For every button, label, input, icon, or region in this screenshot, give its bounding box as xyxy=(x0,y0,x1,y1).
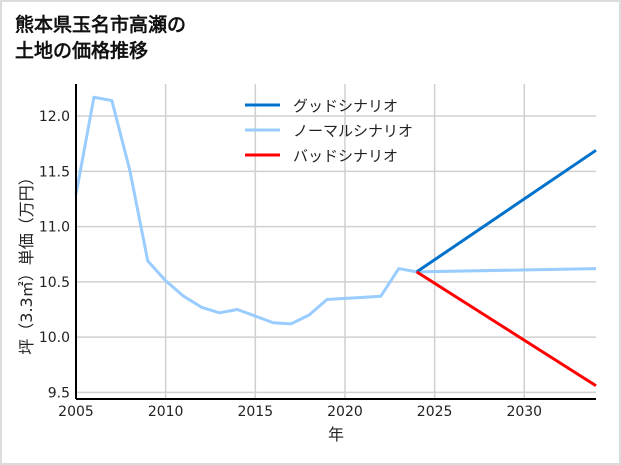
x-tick-label: 2010 xyxy=(148,404,184,420)
series-line-0 xyxy=(415,149,597,274)
chart-title: 熊本県玉名市高瀬の 土地の価格推移 xyxy=(15,12,186,64)
legend-label: ノーマルシナリオ xyxy=(293,122,413,140)
series-line-2 xyxy=(415,270,597,388)
legend-label: グッドシナリオ xyxy=(293,97,398,115)
x-tick-label: 2030 xyxy=(506,404,542,420)
y-tick-label: 10.5 xyxy=(39,275,70,291)
y-tick-label: 9.5 xyxy=(48,385,70,401)
x-tick-label: 2005 xyxy=(58,404,94,420)
x-axis-label: 年 xyxy=(328,425,344,444)
tick-labels: 2005 2010 2015 2020 2025 2030 9.5 10.0 10.5 11.0 1… xyxy=(39,109,542,420)
y-axis-label: 坪（3.3㎡）単価（万円） xyxy=(17,169,36,354)
title-line-1: 熊本県玉名市高瀬の xyxy=(15,14,187,36)
x-tick-label: 2025 xyxy=(417,404,453,420)
series-lines xyxy=(74,95,597,388)
x-tick-label: 2015 xyxy=(237,404,273,420)
legend-label: バッドシナリオ xyxy=(293,147,398,165)
title-line-2: 土地の価格推移 xyxy=(15,40,149,62)
axes xyxy=(75,84,596,400)
y-tick-label: 11.0 xyxy=(39,220,70,236)
series-line-1 xyxy=(74,95,597,326)
grid xyxy=(75,84,596,399)
y-tick-label: 12.0 xyxy=(39,109,70,125)
x-tick-label: 2020 xyxy=(327,404,363,420)
y-tick-label: 10.0 xyxy=(39,330,70,346)
y-tick-label: 11.5 xyxy=(39,164,70,180)
